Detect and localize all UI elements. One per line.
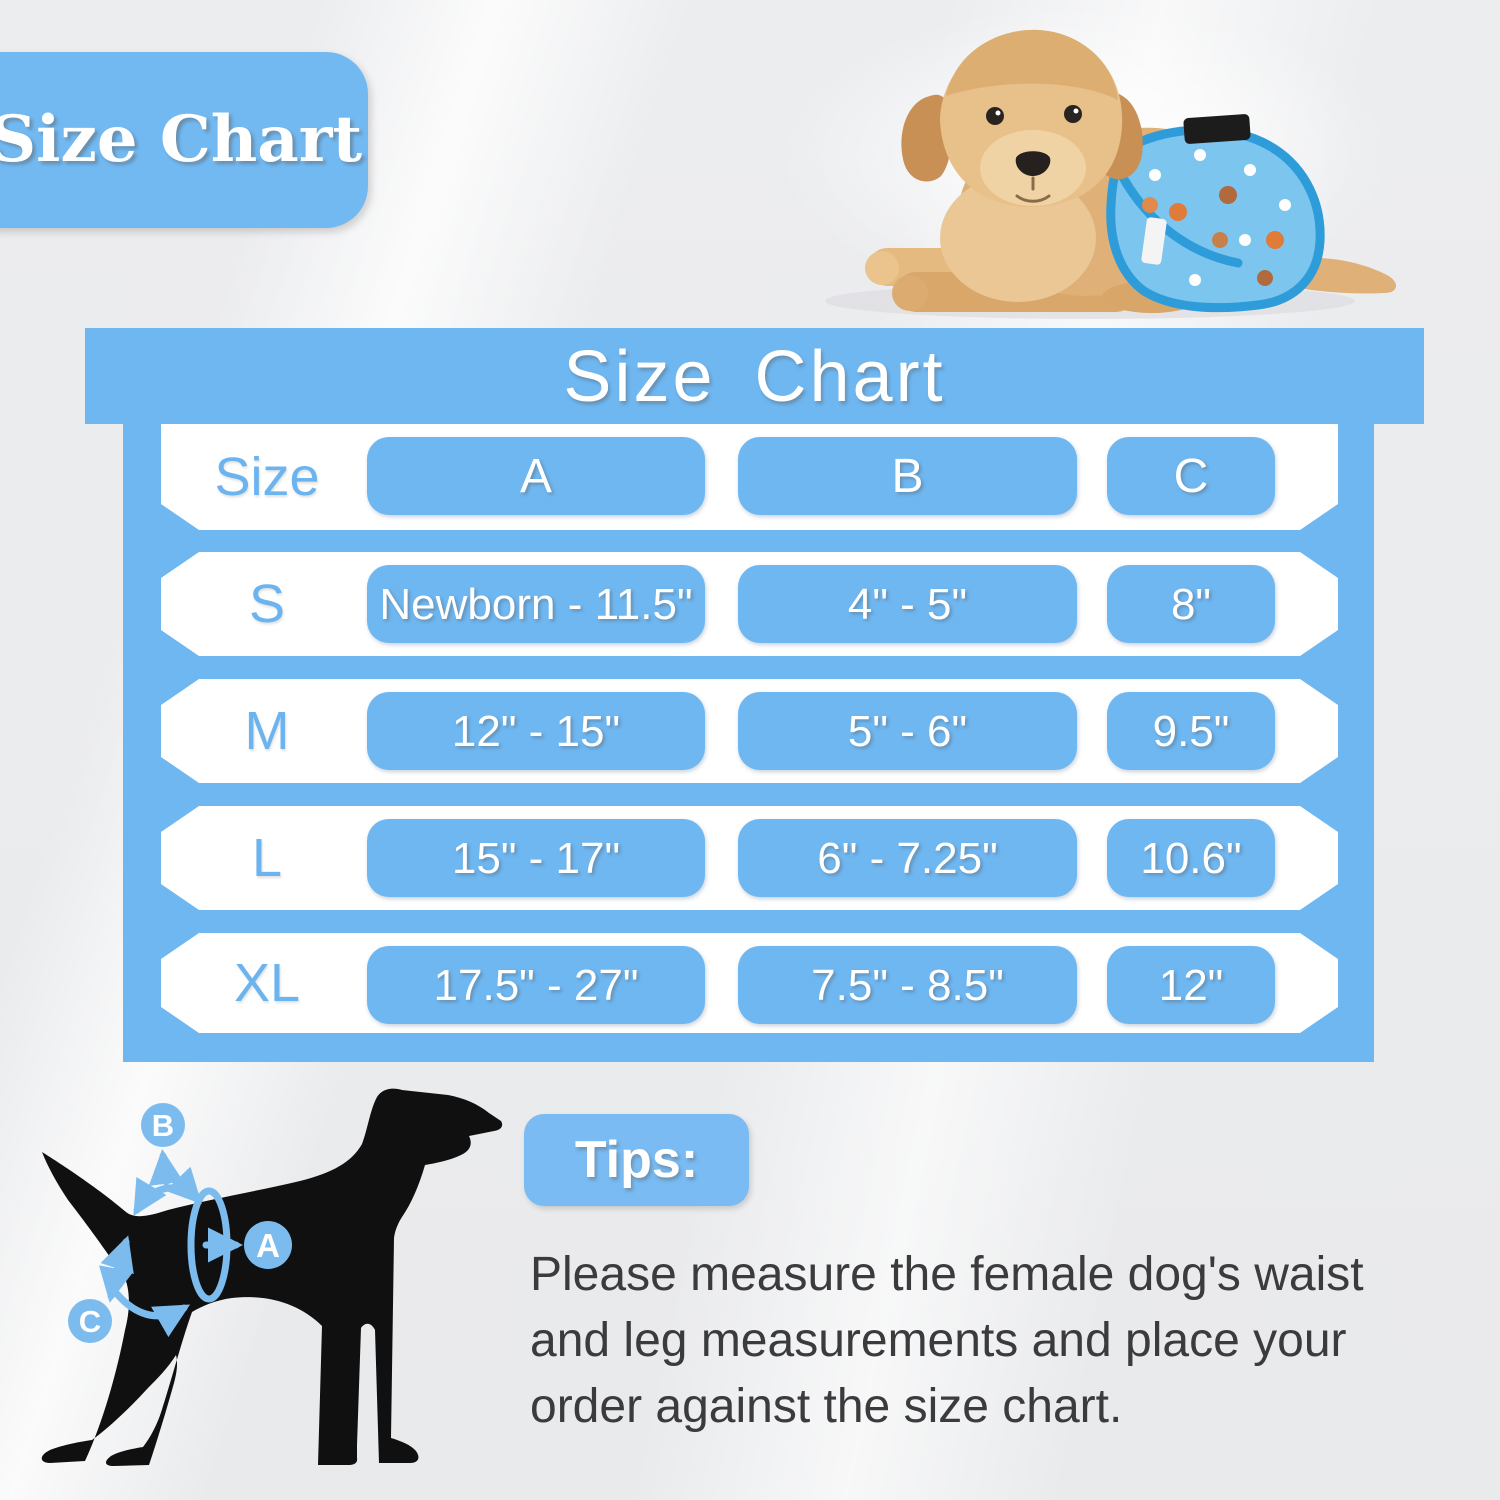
cell-s-c: 8" bbox=[1107, 565, 1275, 643]
row-label: M bbox=[244, 701, 290, 761]
marker-c-badge bbox=[68, 1299, 112, 1343]
header-col-b: B bbox=[738, 437, 1077, 515]
cell-xl-a: 17.5" - 27" bbox=[367, 946, 705, 1024]
arc-c bbox=[113, 1290, 191, 1338]
cell-xl-c: 12" bbox=[1107, 946, 1275, 1024]
arrow-b bbox=[148, 1149, 184, 1186]
cell-l-b: 6" - 7.25" bbox=[738, 819, 1077, 897]
marker-a-label: A bbox=[256, 1227, 280, 1264]
dog-measurement-diagram: B A C bbox=[41, 1088, 503, 1466]
dog-silhouette-icon bbox=[41, 1088, 503, 1466]
puppy-photo bbox=[825, 29, 1397, 319]
row-label: XL bbox=[233, 953, 301, 1013]
table-header-row: Size A B C bbox=[161, 424, 1338, 530]
header-size-label: Size bbox=[214, 447, 320, 507]
row-label: L bbox=[251, 828, 283, 888]
table-row-m: M 12" - 15" 5" - 6" 9.5" bbox=[161, 679, 1338, 783]
row-label: S bbox=[248, 574, 286, 634]
cell-s-b: 4" - 5" bbox=[738, 565, 1077, 643]
cell-l-a: 15" - 17" bbox=[367, 819, 705, 897]
marker-a-badge bbox=[244, 1221, 292, 1269]
table-title: Size Chart bbox=[85, 328, 1424, 424]
cell-m-b: 5" - 6" bbox=[738, 692, 1077, 770]
cell-m-c: 9.5" bbox=[1107, 692, 1275, 770]
cell-s-a: Newborn - 11.5" bbox=[367, 565, 705, 643]
table-row-xl: XL 17.5" - 27" 7.5" - 8.5" 12" bbox=[161, 933, 1338, 1033]
tips-line-1: Please measure the female dog's waist bbox=[530, 1248, 1364, 1301]
marker-c-label: C bbox=[79, 1304, 101, 1339]
puppy-nose bbox=[1015, 151, 1051, 176]
arrow-c1 bbox=[98, 1235, 134, 1303]
tips-text: Please measure the female dog's waist an… bbox=[530, 1242, 1500, 1440]
marker-b-badge bbox=[141, 1103, 185, 1147]
marker-b-label: B bbox=[152, 1108, 174, 1143]
table-row-l: L 15" - 17" 6" - 7.25" 10.6" bbox=[161, 806, 1338, 910]
velcro-strap bbox=[1183, 114, 1251, 144]
tips-line-2: and leg measurements and place your bbox=[530, 1314, 1347, 1367]
table-body: Size A B C S Newborn - 11.5" 4" - 5" 8" … bbox=[123, 424, 1374, 1062]
tips-badge: Tips: bbox=[524, 1114, 749, 1206]
cell-l-c: 10.6" bbox=[1107, 819, 1275, 897]
arc-b bbox=[133, 1166, 202, 1216]
table-row-s: S Newborn - 11.5" 4" - 5" 8" bbox=[161, 552, 1338, 656]
cell-xl-b: 7.5" - 8.5" bbox=[738, 946, 1077, 1024]
header-col-c: C bbox=[1107, 437, 1275, 515]
page-title: Size Chart bbox=[0, 52, 368, 228]
diaper bbox=[1106, 114, 1325, 313]
header-col-a: A bbox=[367, 437, 705, 515]
tips-line-3: order against the size chart. bbox=[530, 1380, 1123, 1433]
puppy-head bbox=[901, 29, 1143, 207]
diaper-tag bbox=[1141, 217, 1167, 265]
cell-m-a: 12" - 15" bbox=[367, 692, 705, 770]
